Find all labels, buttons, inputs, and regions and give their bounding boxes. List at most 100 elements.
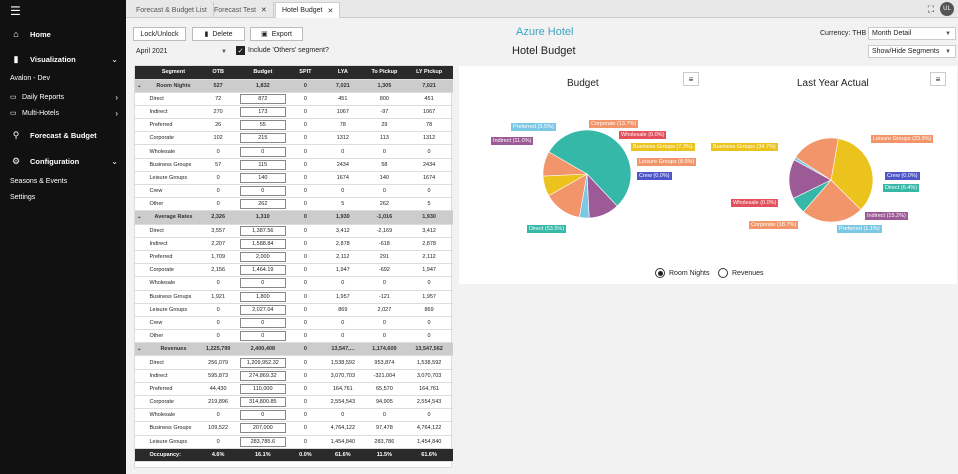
group-row[interactable]: ⌄ Average Rates 2,326 1,310 0 1,930 -1,016 1,93… [135,210,453,225]
budget-input[interactable]: 1,588.84 [239,238,286,249]
group-row[interactable]: ⌄ Room Nights 527 1,832 0 7,021 1,305 7,021 [135,79,453,93]
value-cell: 262 [363,197,406,212]
budget-input[interactable]: 140 [239,172,286,183]
budget-input[interactable]: 110,000 [239,383,286,394]
export-button[interactable]: ▣ Export [250,27,303,41]
value-cell: 256,079 [199,355,237,370]
column-header[interactable]: To Pickup [363,66,406,80]
occupancy-cell: 61.6% [322,448,364,462]
close-icon[interactable]: ✕ [260,7,267,14]
budget-input[interactable]: 207,000 [239,423,286,434]
lock-unlock-button[interactable]: Lock/Unlock [133,27,186,41]
column-header[interactable]: LYA [322,66,364,80]
column-header[interactable]: Segment [147,66,200,80]
radio-icon [718,268,728,278]
group-total-cell: 7,021 [405,79,453,93]
budget-input[interactable]: 0 [239,186,286,197]
pie-label: Direct (53.5%) [527,225,567,233]
column-header[interactable]: LY Pickup [405,66,453,80]
nav-seasons-events[interactable]: Seasons & Events [10,178,68,185]
value-cell: 0 [199,276,237,291]
value-cell: 3,070,703 [322,369,364,383]
nav-multi-hotels[interactable]: ▭ Multi-Hotels › [10,108,118,118]
value-cell: 140 [363,171,406,186]
group-total-cell: 2,400,408 [236,342,289,357]
show-hide-segments-select[interactable]: Show/Hide Segments ▼ [868,45,956,58]
tab-forecast-budget-list[interactable]: Forecast & Budget List [130,2,214,18]
pie-label: Wholesale (0.0%) [731,199,779,207]
value-cell: 0 [363,329,406,344]
group-total-cell: 1,225,799 [199,342,237,357]
view-select[interactable]: Month Detail ▼ [868,27,956,40]
budget-input[interactable]: 2,000 [239,252,286,263]
menu-icon[interactable]: ≡ [930,72,946,86]
radio-room-nights[interactable]: Room Nights [655,268,709,278]
column-header[interactable]: SPIT [288,66,323,80]
budget-input[interactable]: 2,027.04 [239,304,286,315]
nav-visualization[interactable]: ▮ Visualization ⌄ [0,49,126,69]
value-cell: 2,878 [405,237,453,251]
pie-slice[interactable] [548,129,632,207]
value-cell: 1,957 [405,290,453,304]
budget-input[interactable]: 1,800 [239,291,286,302]
chevron-down-icon: ▼ [945,30,951,37]
collapse-icon[interactable]: ⌄ [135,79,148,93]
budget-input[interactable]: 262 [239,199,286,210]
bar-chart-icon: ▮ [13,53,19,64]
value-cell: 0 [363,316,406,331]
group-total-cell: 0 [288,342,323,357]
budget-input[interactable]: 1,464.19 [239,265,286,276]
budget-input[interactable]: 283,785.6 [239,436,286,447]
budget-input[interactable]: 1,209,952.32 [239,357,286,368]
budget-input[interactable]: 1,387.56 [239,225,286,236]
nav-forecast-budget[interactable]: ⚲ Forecast & Budget [0,125,126,145]
nav-daily-reports[interactable]: ▭ Daily Reports › [10,92,118,102]
budget-input[interactable]: 115 [239,159,286,170]
nav-settings[interactable]: Settings [10,194,36,201]
value-cell: 97,478 [363,421,406,436]
collapse-icon[interactable]: ⌄ [135,342,148,357]
chevron-down-icon: ▼ [221,48,227,55]
avatar[interactable]: UL [940,2,954,16]
tab-hotel-budget[interactable]: Hotel Budget ✕ [275,2,341,18]
budget-input[interactable]: 215 [239,133,286,144]
budget-input[interactable]: 173 [239,106,286,117]
budget-input[interactable]: 0 [239,410,286,421]
column-header[interactable]: Budget [236,66,289,80]
value-cell: 283,786 [363,435,406,449]
pie-slice[interactable] [795,137,839,181]
close-icon[interactable]: ✕ [327,7,334,15]
delete-button[interactable]: ▮ Delete [192,27,245,41]
table-row: Indirect 2,207 1,588.84 0 2,878 -618 2,878 [135,237,453,251]
radio-revenues[interactable]: Revenues [718,268,764,278]
pie-slice[interactable] [542,151,589,177]
group-row[interactable]: ⌄ Revenues 1,225,799 2,400,408 0 13,547,... 1,… [135,342,453,357]
collapse-icon[interactable]: ⌄ [135,210,148,225]
tab-forecast-test[interactable]: Forecast Test ✕ [208,2,274,18]
budget-input[interactable]: 0 [239,331,286,342]
budget-input[interactable]: 0 [239,278,286,289]
pie-slice[interactable] [803,179,862,223]
value-cell: 953,874 [363,355,406,370]
budget-input[interactable]: 0 [239,317,286,328]
chevron-down-icon: ▼ [945,48,951,55]
menu-icon[interactable]: ☰ [10,4,21,18]
include-others-checkbox[interactable]: ✓ Include 'Others' segment? [236,46,329,55]
occupancy-cell: Occupancy: [147,448,200,462]
group-total-cell: 1,832 [236,79,289,93]
budget-input[interactable]: 872 [239,93,286,104]
column-header-spacer [135,66,148,80]
budget-input[interactable]: 55 [239,120,286,131]
nav-home[interactable]: ⌂ Home [0,24,126,44]
budget-input[interactable]: 314,800.85 [239,397,286,408]
budget-cell: 262 [236,197,289,212]
budget-input[interactable]: 274,869.32 [239,370,286,381]
fullscreen-icon[interactable]: ⛶ [927,4,934,14]
value-cell: 0 [405,408,453,423]
pie-slice[interactable] [830,138,874,211]
month-select[interactable]: April 2021 ▼ [136,48,227,55]
menu-icon[interactable]: ≡ [683,72,699,86]
column-header[interactable]: OTB [199,66,237,80]
nav-configuration[interactable]: ⚙ Configuration ⌄ [0,151,126,171]
budget-input[interactable]: 0 [239,146,286,157]
